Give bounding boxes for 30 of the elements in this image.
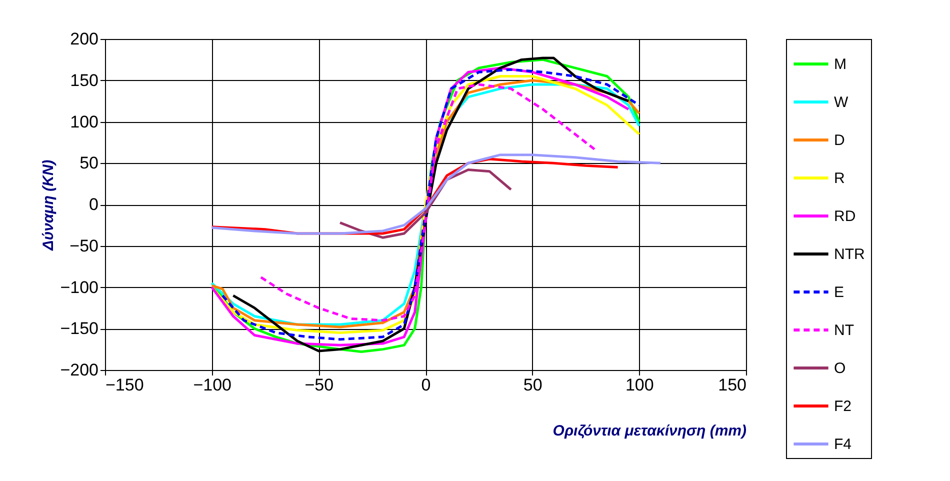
legend-label: O <box>834 360 846 377</box>
legend-label: RD <box>834 208 856 225</box>
y-tick-label: 100 <box>70 112 98 132</box>
y-tick-label: 150 <box>70 70 98 90</box>
y-tick-label: 0 <box>89 195 98 214</box>
x-tick-label: 150 <box>718 376 746 394</box>
y-tick-label: −200 <box>60 360 98 380</box>
x-tick-label: −50 <box>304 376 334 394</box>
legend-label: NT <box>834 322 854 339</box>
y-tick-label: −150 <box>60 319 98 338</box>
legend-label: M <box>834 56 846 73</box>
x-tick-label: 100 <box>625 376 654 394</box>
y-tick-label: 50 <box>80 154 98 173</box>
x-tick-label: 0 <box>421 376 431 394</box>
y-tick-label: −50 <box>70 236 98 256</box>
legend-label: E <box>834 284 844 301</box>
legend-label: D <box>834 132 845 149</box>
y-axis-title: Δύναμη (KN) <box>40 160 58 252</box>
x-tick-label: 50 <box>523 376 542 394</box>
legend-label: NTR <box>834 246 865 263</box>
legend-label: F4 <box>834 436 852 453</box>
legend-label: F2 <box>834 398 852 415</box>
x-axis-title: Οριζόντια μετακίνηση (mm) <box>552 422 746 440</box>
line-series <box>260 83 598 322</box>
x-tick-label: −150 <box>106 376 144 394</box>
legend-label: W <box>834 94 849 111</box>
legend-label: R <box>834 170 845 187</box>
y-tick-label: 200 <box>70 30 98 48</box>
x-tick-label: −100 <box>193 376 232 394</box>
y-tick-label: −100 <box>60 278 98 297</box>
